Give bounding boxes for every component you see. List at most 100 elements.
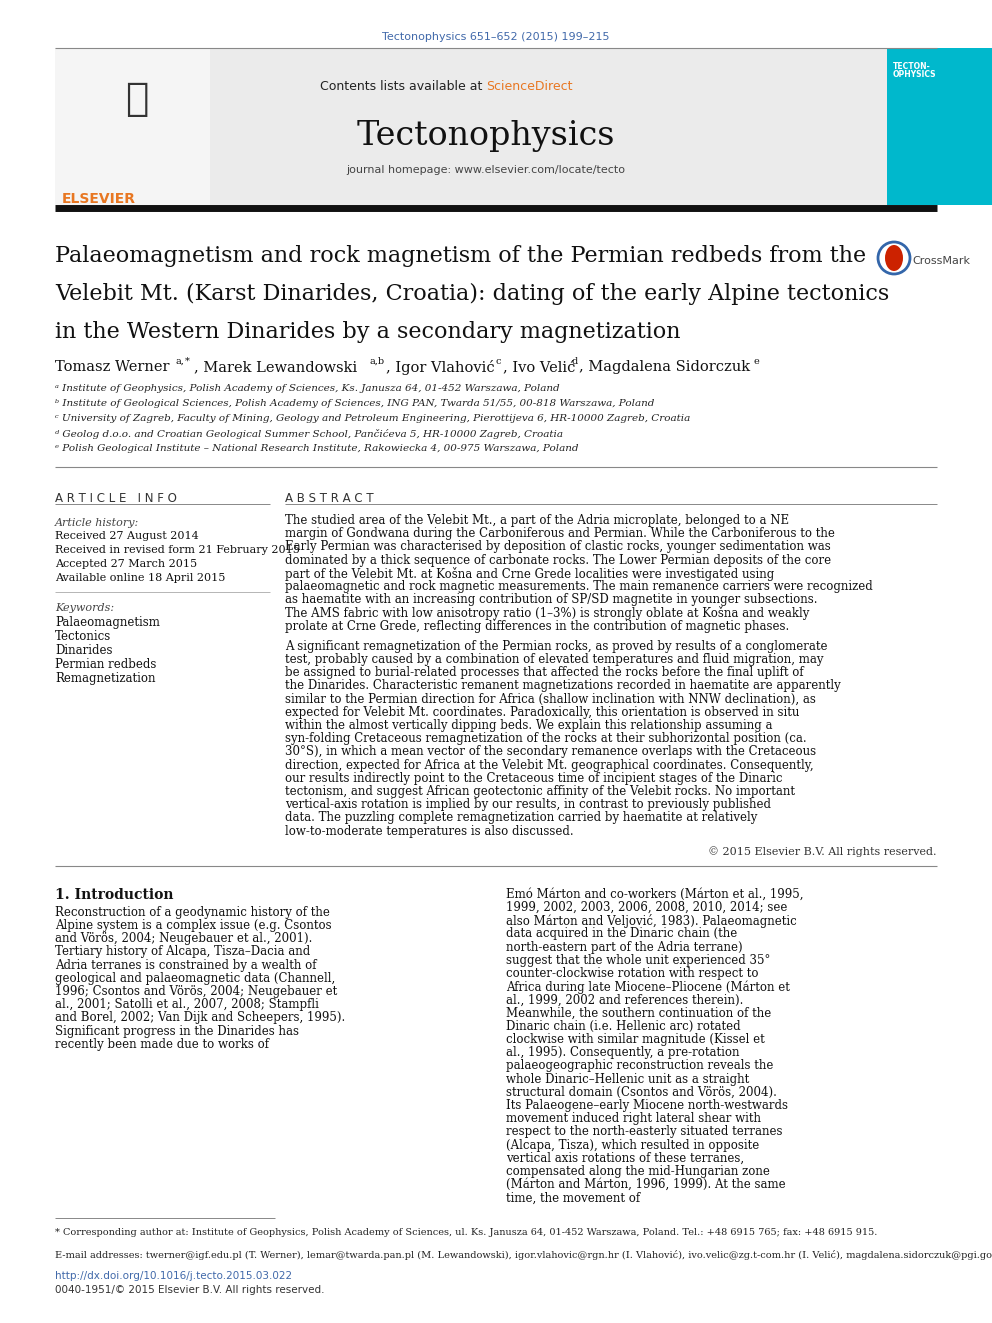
Text: Dinarides: Dinarides <box>55 644 112 658</box>
Text: Velebit Mt. (Karst Dinarides, Croatia): dating of the early Alpine tectonics: Velebit Mt. (Karst Dinarides, Croatia): … <box>55 283 889 306</box>
Text: A B S T R A C T: A B S T R A C T <box>285 492 374 505</box>
Text: clockwise with similar magnitude (Kissel et: clockwise with similar magnitude (Kissel… <box>506 1033 765 1046</box>
Text: al., 2001; Satolli et al., 2007, 2008; Stampfli: al., 2001; Satolli et al., 2007, 2008; S… <box>55 998 318 1011</box>
Text: dominated by a thick sequence of carbonate rocks. The Lower Permian deposits of : dominated by a thick sequence of carbona… <box>285 553 831 566</box>
Text: ᵃ Institute of Geophysics, Polish Academy of Sciences, Ks. Janusza 64, 01-452 Wa: ᵃ Institute of Geophysics, Polish Academ… <box>55 384 559 393</box>
Text: 🌳: 🌳 <box>125 79 149 118</box>
Text: Reconstruction of a geodynamic history of the: Reconstruction of a geodynamic history o… <box>55 906 330 918</box>
Text: E-mail addresses: twerner@igf.edu.pl (T. Werner), lemar@twarda.pan.pl (M. Lewand: E-mail addresses: twerner@igf.edu.pl (T.… <box>55 1250 992 1259</box>
Text: vertical-axis rotation is implied by our results, in contrast to previously publ: vertical-axis rotation is implied by our… <box>285 798 771 811</box>
Text: Received 27 August 2014: Received 27 August 2014 <box>55 531 198 541</box>
Text: Permian redbeds: Permian redbeds <box>55 658 157 671</box>
Text: recently been made due to works of: recently been made due to works of <box>55 1037 269 1050</box>
Text: part of the Velebit Mt. at Košna and Crne Grede localities were investigated usi: part of the Velebit Mt. at Košna and Crn… <box>285 566 774 581</box>
Text: as haematite with an increasing contribution of SP/SD magnetite in younger subse: as haematite with an increasing contribu… <box>285 593 817 606</box>
Text: The studied area of the Velebit Mt., a part of the Adria microplate, belonged to: The studied area of the Velebit Mt., a p… <box>285 515 789 527</box>
Text: suggest that the whole unit experienced 35°: suggest that the whole unit experienced … <box>506 954 771 967</box>
Text: *: * <box>185 357 189 366</box>
Text: similar to the Permian direction for Africa (shallow inclination with NNW declin: similar to the Permian direction for Afr… <box>285 693 815 705</box>
Text: Africa during late Miocene–Pliocene (Márton et: Africa during late Miocene–Pliocene (Már… <box>506 980 790 994</box>
Text: A R T I C L E   I N F O: A R T I C L E I N F O <box>55 492 177 505</box>
Text: Emó Márton and co-workers (Márton et al., 1995,: Emó Márton and co-workers (Márton et al.… <box>506 888 804 901</box>
Text: and Vörös, 2004; Neugebauer et al., 2001).: and Vörös, 2004; Neugebauer et al., 2001… <box>55 933 312 945</box>
Text: d: d <box>571 357 577 366</box>
Text: TECTON-: TECTON- <box>893 62 930 71</box>
Text: whole Dinaric–Hellenic unit as a straight: whole Dinaric–Hellenic unit as a straigh… <box>506 1073 749 1086</box>
Text: Received in revised form 21 February 2015: Received in revised form 21 February 201… <box>55 545 300 556</box>
Text: movement induced right lateral shear with: movement induced right lateral shear wit… <box>506 1113 761 1125</box>
Text: Palaeomagnetism: Palaeomagnetism <box>55 617 160 628</box>
Text: 1999, 2002, 2003, 2006, 2008, 2010, 2014; see: 1999, 2002, 2003, 2006, 2008, 2010, 2014… <box>506 901 788 914</box>
Text: geological and palaeomagnetic data (Channell,: geological and palaeomagnetic data (Chan… <box>55 972 335 984</box>
Text: Tectonophysics 651–652 (2015) 199–215: Tectonophysics 651–652 (2015) 199–215 <box>382 32 610 42</box>
Text: be assigned to burial-related processes that affected the rocks before the final: be assigned to burial-related processes … <box>285 667 804 679</box>
Bar <box>55 48 210 205</box>
Text: (Márton and Márton, 1996, 1999). At the same: (Márton and Márton, 1996, 1999). At the … <box>506 1179 786 1191</box>
Text: also Márton and Veljović, 1983). Palaeomagnetic: also Márton and Veljović, 1983). Palaeom… <box>506 914 797 929</box>
Text: ᶜ University of Zagreb, Faculty of Mining, Geology and Petroleum Engineering, Pi: ᶜ University of Zagreb, Faculty of Minin… <box>55 414 690 423</box>
Text: prolate at Crne Grede, reflecting differences in the contribution of magnetic ph: prolate at Crne Grede, reflecting differ… <box>285 619 790 632</box>
Text: palaeomagnetic and rock magnetic measurements. The main remanence carriers were : palaeomagnetic and rock magnetic measure… <box>285 579 873 593</box>
Text: CrossMark: CrossMark <box>912 255 970 266</box>
Text: ᵈ Geolog d.o.o. and Croatian Geological Summer School, Pančićeva 5, HR-10000 Zag: ᵈ Geolog d.o.o. and Croatian Geological … <box>55 429 563 439</box>
Text: Alpine system is a complex issue (e.g. Csontos: Alpine system is a complex issue (e.g. C… <box>55 919 331 931</box>
Text: time, the movement of: time, the movement of <box>506 1192 640 1204</box>
Text: Meanwhile, the southern continuation of the: Meanwhile, the southern continuation of … <box>506 1007 771 1020</box>
Text: 1. Introduction: 1. Introduction <box>55 888 174 902</box>
Text: structural domain (Csontos and Vörös, 2004).: structural domain (Csontos and Vörös, 20… <box>506 1086 777 1099</box>
Text: margin of Gondwana during the Carboniferous and Permian. While the Carboniferous: margin of Gondwana during the Carbonifer… <box>285 527 835 540</box>
Text: compensated along the mid-Hungarian zone: compensated along the mid-Hungarian zone <box>506 1166 770 1177</box>
Text: * Corresponding author at: Institute of Geophysics, Polish Academy of Sciences, : * Corresponding author at: Institute of … <box>55 1228 877 1237</box>
Text: vertical axis rotations of these terranes,: vertical axis rotations of these terrane… <box>506 1152 744 1164</box>
Text: palaeogeographic reconstruction reveals the: palaeogeographic reconstruction reveals … <box>506 1060 774 1073</box>
Text: Tomasz Werner: Tomasz Werner <box>55 360 170 374</box>
Text: ᵉ Polish Geological Institute – National Research Institute, Rakowiecka 4, 00-97: ᵉ Polish Geological Institute – National… <box>55 445 578 452</box>
Text: low-to-moderate temperatures is also discussed.: low-to-moderate temperatures is also dis… <box>285 824 573 837</box>
Text: The AMS fabric with low anisotropy ratio (1–3%) is strongly oblate at Košna and : The AMS fabric with low anisotropy ratio… <box>285 606 809 620</box>
Text: test, probably caused by a combination of elevated temperatures and fluid migrat: test, probably caused by a combination o… <box>285 654 823 665</box>
Text: Contents lists available at: Contents lists available at <box>319 79 486 93</box>
Text: north-eastern part of the Adria terrane): north-eastern part of the Adria terrane) <box>506 941 743 954</box>
Text: Remagnetization: Remagnetization <box>55 672 156 685</box>
Text: 30°S), in which a mean vector of the secondary remanence overlaps with the Creta: 30°S), in which a mean vector of the sec… <box>285 745 816 758</box>
Text: within the almost vertically dipping beds. We explain this relationship assuming: within the almost vertically dipping bed… <box>285 718 773 732</box>
Text: tectonism, and suggest African geotectonic affinity of the Velebit rocks. No imp: tectonism, and suggest African geotecton… <box>285 785 795 798</box>
Text: in the Western Dinarides by a secondary magnetization: in the Western Dinarides by a secondary … <box>55 321 681 343</box>
Text: OPHYSICS: OPHYSICS <box>893 70 936 79</box>
Text: © 2015 Elsevier B.V. All rights reserved.: © 2015 Elsevier B.V. All rights reserved… <box>708 845 937 856</box>
Text: Accepted 27 March 2015: Accepted 27 March 2015 <box>55 560 197 569</box>
Text: , Marek Lewandowski: , Marek Lewandowski <box>194 360 357 374</box>
Text: 1996; Csontos and Vörös, 2004; Neugebauer et: 1996; Csontos and Vörös, 2004; Neugebaue… <box>55 986 337 998</box>
Text: respect to the north-easterly situated terranes: respect to the north-easterly situated t… <box>506 1126 783 1138</box>
Text: Palaeomagnetism and rock magnetism of the Permian redbeds from the: Palaeomagnetism and rock magnetism of th… <box>55 245 866 267</box>
Text: (Alcapa, Tisza), which resulted in opposite: (Alcapa, Tisza), which resulted in oppos… <box>506 1139 759 1151</box>
Text: our results indirectly point to the Cretaceous time of incipient stages of the D: our results indirectly point to the Cret… <box>285 771 783 785</box>
Ellipse shape <box>885 245 903 271</box>
Text: Article history:: Article history: <box>55 519 139 528</box>
Text: Early Permian was characterised by deposition of clastic rocks, younger sediment: Early Permian was characterised by depos… <box>285 540 830 553</box>
Text: ᵇ Institute of Geological Sciences, Polish Academy of Sciences, ING PAN, Twarda : ᵇ Institute of Geological Sciences, Poli… <box>55 400 655 407</box>
Text: A significant remagnetization of the Permian rocks, as proved by results of a co: A significant remagnetization of the Per… <box>285 640 827 652</box>
Text: Its Palaeogene–early Miocene north-westwards: Its Palaeogene–early Miocene north-westw… <box>506 1099 788 1113</box>
Text: al., 1999, 2002 and references therein).: al., 1999, 2002 and references therein). <box>506 994 743 1007</box>
Text: the Dinarides. Characteristic remanent magnetizations recorded in haematite are : the Dinarides. Characteristic remanent m… <box>285 680 841 692</box>
Text: al., 1995). Consequently, a pre-rotation: al., 1995). Consequently, a pre-rotation <box>506 1046 739 1060</box>
Bar <box>887 48 992 205</box>
Text: direction, expected for Africa at the Velebit Mt. geographical coordinates. Cons: direction, expected for Africa at the Ve… <box>285 758 813 771</box>
Text: journal homepage: www.elsevier.com/locate/tecto: journal homepage: www.elsevier.com/locat… <box>346 165 626 175</box>
Text: Tertiary history of Alcapa, Tisza–Dacia and: Tertiary history of Alcapa, Tisza–Dacia … <box>55 946 310 958</box>
Text: Keywords:: Keywords: <box>55 603 114 613</box>
Text: http://dx.doi.org/10.1016/j.tecto.2015.03.022: http://dx.doi.org/10.1016/j.tecto.2015.0… <box>55 1271 292 1281</box>
Text: a,: a, <box>176 357 185 366</box>
Text: counter-clockwise rotation with respect to: counter-clockwise rotation with respect … <box>506 967 759 980</box>
Text: Dinaric chain (i.e. Hellenic arc) rotated: Dinaric chain (i.e. Hellenic arc) rotate… <box>506 1020 741 1033</box>
Text: Available online 18 April 2015: Available online 18 April 2015 <box>55 573 225 583</box>
Text: Significant progress in the Dinarides has: Significant progress in the Dinarides ha… <box>55 1024 299 1037</box>
Text: c: c <box>496 357 502 366</box>
Text: and Borel, 2002; Van Dijk and Scheepers, 1995).: and Borel, 2002; Van Dijk and Scheepers,… <box>55 1011 345 1024</box>
Text: 0040-1951/© 2015 Elsevier B.V. All rights reserved.: 0040-1951/© 2015 Elsevier B.V. All right… <box>55 1285 324 1295</box>
Text: data. The puzzling complete remagnetization carried by haematite at relatively: data. The puzzling complete remagnetizat… <box>285 811 757 824</box>
Text: syn-folding Cretaceous remagnetization of the rocks at their subhorizontal posit: syn-folding Cretaceous remagnetization o… <box>285 732 806 745</box>
Text: Tectonics: Tectonics <box>55 630 111 643</box>
Text: expected for Velebit Mt. coordinates. Paradoxically, this orientation is observe: expected for Velebit Mt. coordinates. Pa… <box>285 705 800 718</box>
